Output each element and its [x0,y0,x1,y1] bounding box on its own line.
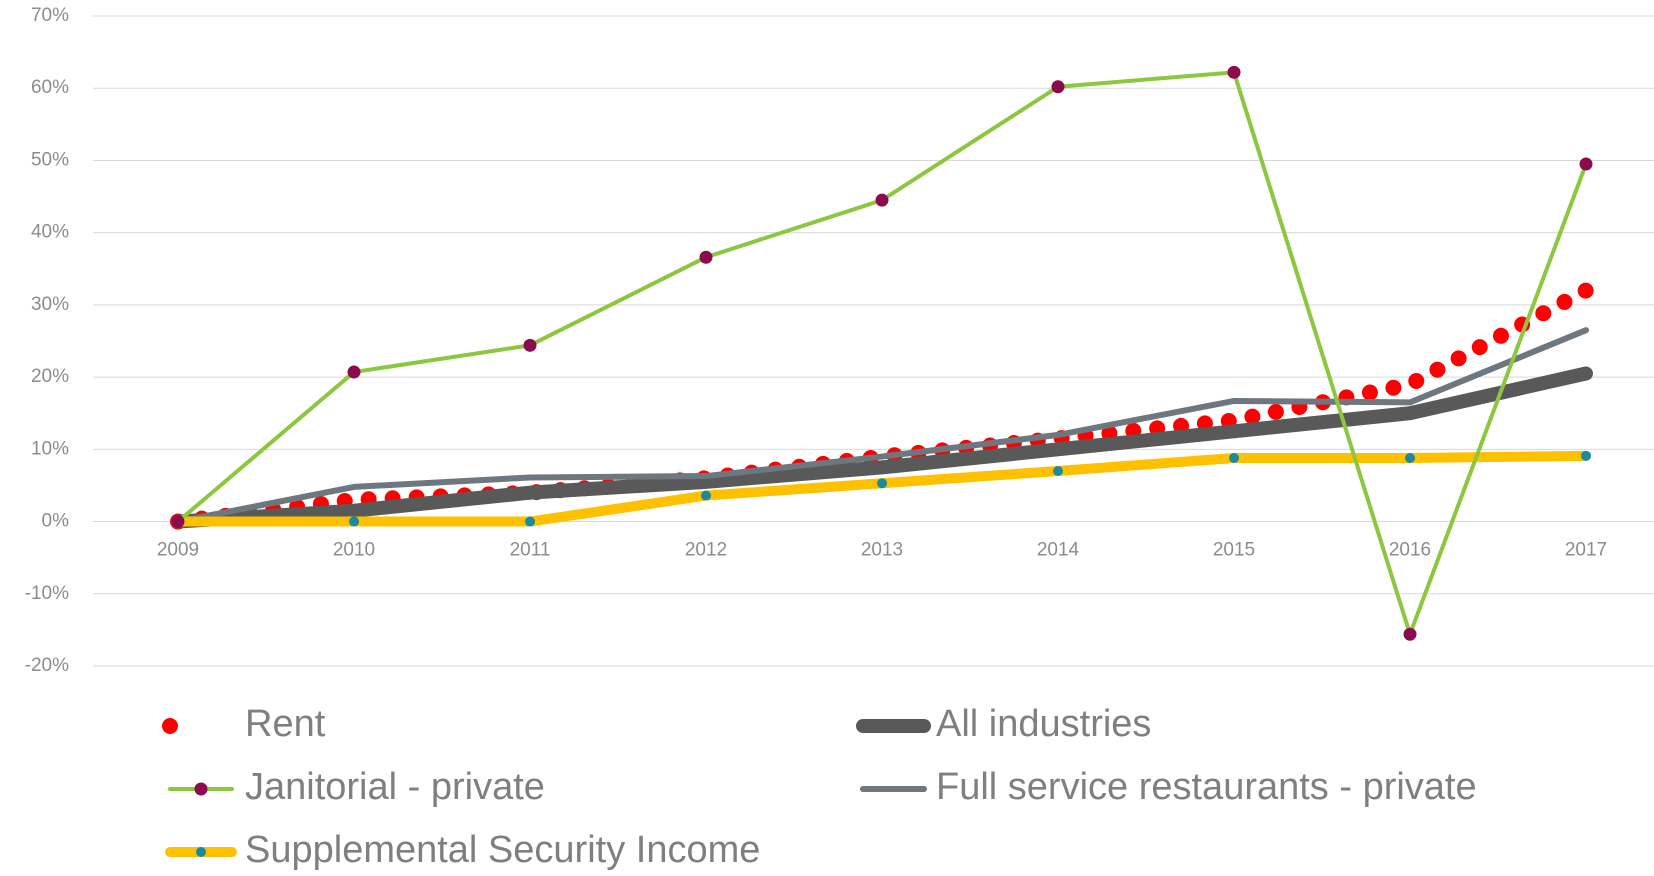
y-tick-label: 70% [31,5,69,26]
marker [1051,80,1065,94]
marker [1227,65,1241,79]
x-tick-label: 2013 [861,540,903,561]
x-tick-label: 2014 [1037,540,1080,561]
y-tick-label: 60% [31,77,69,98]
legend-label: Supplemental Security Income [245,829,760,871]
marker [1405,453,1415,463]
marker [1053,466,1063,476]
y-tick-label: 50% [31,149,69,170]
legend-label: Full service restaurants - private [936,766,1477,808]
marker [1581,450,1591,461]
y-tick-label: 20% [31,366,69,387]
legend-marker [194,782,208,796]
marker [525,516,535,527]
series-line [171,366,1593,529]
y-tick-label: -10% [25,583,69,604]
marker [347,365,361,379]
marker [171,515,185,529]
y-tick-label: 30% [31,294,69,315]
x-tick-label: 2009 [157,540,199,561]
x-tick-label: 2017 [1565,540,1607,561]
marker [877,478,887,489]
x-tick-label: 2010 [333,540,375,561]
marker [349,516,359,527]
marker [699,250,713,264]
marker [701,490,711,501]
marker [1579,157,1593,171]
y-tick-label: 10% [31,438,69,459]
y-tick-label: -20% [25,655,69,676]
marker [523,338,537,352]
x-tick-label: 2015 [1213,540,1255,561]
marker [1403,627,1417,641]
series-line [170,282,1594,530]
x-tick-label: 2016 [1389,540,1431,561]
y-tick-label: 0% [42,511,70,532]
legend-label: Rent [245,703,326,745]
series-line [175,327,1589,525]
legend-label: All industries [936,703,1151,745]
marker [1229,453,1239,463]
x-tick-label: 2011 [510,540,551,561]
legend-marker [196,847,206,857]
legend-label: Janitorial - private [245,766,545,808]
y-tick-label: 40% [31,222,69,243]
marker [875,193,889,207]
x-tick-label: 2012 [685,540,727,561]
